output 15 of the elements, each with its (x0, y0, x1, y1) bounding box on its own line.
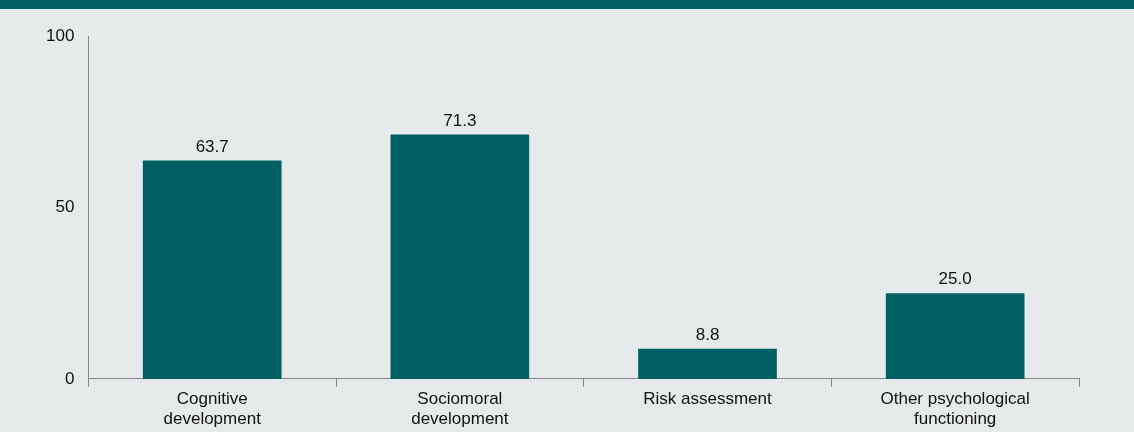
data-label: 71.3 (443, 110, 477, 130)
y-tick-label: 100 (45, 25, 75, 45)
x-tick-label: Cognitive development (163, 389, 262, 428)
x-tick-label: Risk assessment (643, 389, 773, 409)
data-label: 8.8 (695, 324, 720, 344)
data-label: 63.7 (195, 136, 229, 156)
x-tick-label: Sociomoral development (411, 389, 509, 428)
bar (885, 293, 1025, 379)
bar (390, 134, 530, 379)
y-tick-label: 50 (55, 197, 75, 217)
y-tick-label: 0 (64, 368, 75, 388)
x-tick-label: Other psychological functioning (880, 389, 1030, 428)
bar (142, 160, 282, 379)
data-label: 25.0 (938, 269, 972, 289)
bar (638, 348, 777, 379)
